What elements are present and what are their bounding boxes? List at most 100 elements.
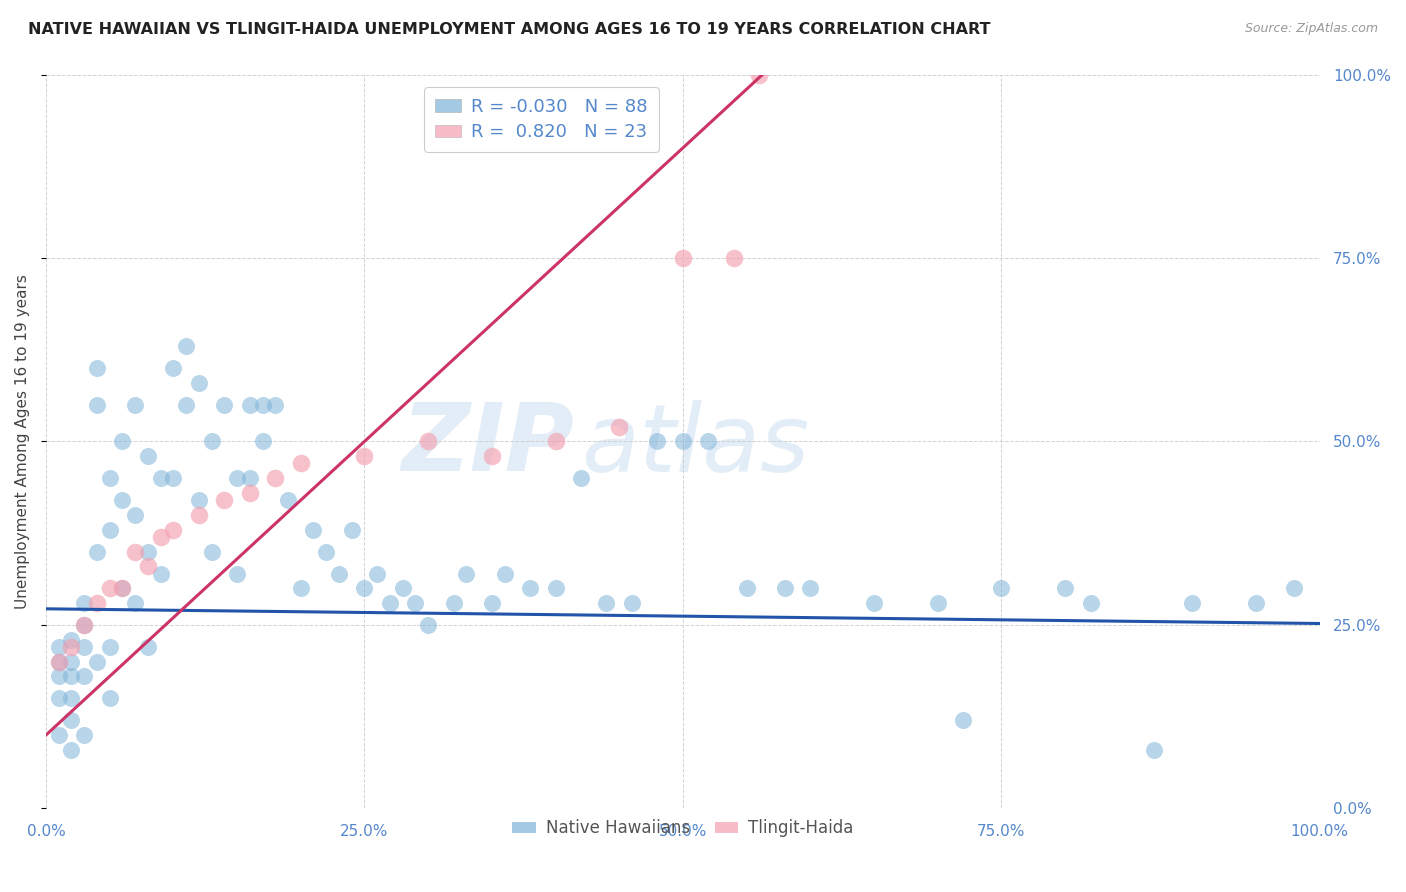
Point <box>86 361 108 376</box>
Point <box>748 68 770 82</box>
Point <box>187 508 209 522</box>
Point <box>60 743 83 757</box>
Point <box>60 691 83 706</box>
Point <box>277 493 299 508</box>
Point <box>315 544 337 558</box>
Point <box>136 640 159 654</box>
Point <box>187 376 209 390</box>
Point <box>252 434 274 449</box>
Point <box>48 669 70 683</box>
Point <box>494 566 516 581</box>
Point <box>111 581 134 595</box>
Point <box>328 566 350 581</box>
Point <box>927 596 949 610</box>
Point <box>378 596 401 610</box>
Y-axis label: Unemployment Among Ages 16 to 19 years: Unemployment Among Ages 16 to 19 years <box>15 274 30 609</box>
Point <box>647 434 669 449</box>
Point <box>60 714 83 728</box>
Point <box>86 596 108 610</box>
Point <box>226 566 249 581</box>
Point <box>200 434 222 449</box>
Point <box>264 471 287 485</box>
Point <box>136 544 159 558</box>
Point <box>98 523 121 537</box>
Point <box>672 251 695 265</box>
Point <box>111 581 134 595</box>
Point <box>672 434 695 449</box>
Point <box>124 508 146 522</box>
Point <box>239 486 262 500</box>
Point <box>416 434 439 449</box>
Point <box>264 398 287 412</box>
Point <box>456 566 478 581</box>
Point <box>136 559 159 574</box>
Point <box>48 640 70 654</box>
Point <box>60 655 83 669</box>
Point <box>620 596 643 610</box>
Point <box>290 457 312 471</box>
Point <box>863 596 886 610</box>
Point <box>340 523 363 537</box>
Point <box>353 449 375 463</box>
Point <box>86 544 108 558</box>
Point <box>214 493 236 508</box>
Point <box>48 728 70 742</box>
Point <box>1244 596 1267 610</box>
Point <box>391 581 413 595</box>
Point <box>48 655 70 669</box>
Point <box>1143 743 1166 757</box>
Point <box>149 471 172 485</box>
Text: ZIP: ZIP <box>402 399 575 491</box>
Point <box>519 581 541 595</box>
Point <box>73 618 96 632</box>
Point <box>60 669 83 683</box>
Point <box>149 530 172 544</box>
Point <box>595 596 617 610</box>
Point <box>124 398 146 412</box>
Point <box>239 471 262 485</box>
Point <box>214 398 236 412</box>
Point <box>544 581 567 595</box>
Point <box>252 398 274 412</box>
Point <box>60 640 83 654</box>
Point <box>290 581 312 595</box>
Point <box>481 596 503 610</box>
Point <box>98 691 121 706</box>
Point <box>86 398 108 412</box>
Point <box>723 251 745 265</box>
Text: NATIVE HAWAIIAN VS TLINGIT-HAIDA UNEMPLOYMENT AMONG AGES 16 TO 19 YEARS CORRELAT: NATIVE HAWAIIAN VS TLINGIT-HAIDA UNEMPLO… <box>28 22 991 37</box>
Point <box>73 618 96 632</box>
Point <box>735 581 758 595</box>
Point <box>162 361 184 376</box>
Point <box>990 581 1012 595</box>
Point <box>73 728 96 742</box>
Point <box>60 632 83 647</box>
Point <box>226 471 249 485</box>
Point <box>544 434 567 449</box>
Text: Source: ZipAtlas.com: Source: ZipAtlas.com <box>1244 22 1378 36</box>
Point <box>366 566 388 581</box>
Point <box>73 640 96 654</box>
Point <box>404 596 426 610</box>
Text: atlas: atlas <box>581 400 810 491</box>
Point <box>799 581 821 595</box>
Point <box>416 618 439 632</box>
Point <box>443 596 465 610</box>
Point <box>73 669 96 683</box>
Point <box>73 596 96 610</box>
Point <box>48 691 70 706</box>
Point <box>187 493 209 508</box>
Point <box>98 581 121 595</box>
Point <box>48 655 70 669</box>
Point <box>174 398 197 412</box>
Point <box>136 449 159 463</box>
Point <box>569 471 592 485</box>
Point <box>697 434 720 449</box>
Point <box>111 434 134 449</box>
Point <box>1284 581 1306 595</box>
Legend: Native Hawaiians, Tlingit-Haida: Native Hawaiians, Tlingit-Haida <box>506 813 860 844</box>
Point <box>353 581 375 595</box>
Point <box>1053 581 1076 595</box>
Point <box>952 714 974 728</box>
Point <box>239 398 262 412</box>
